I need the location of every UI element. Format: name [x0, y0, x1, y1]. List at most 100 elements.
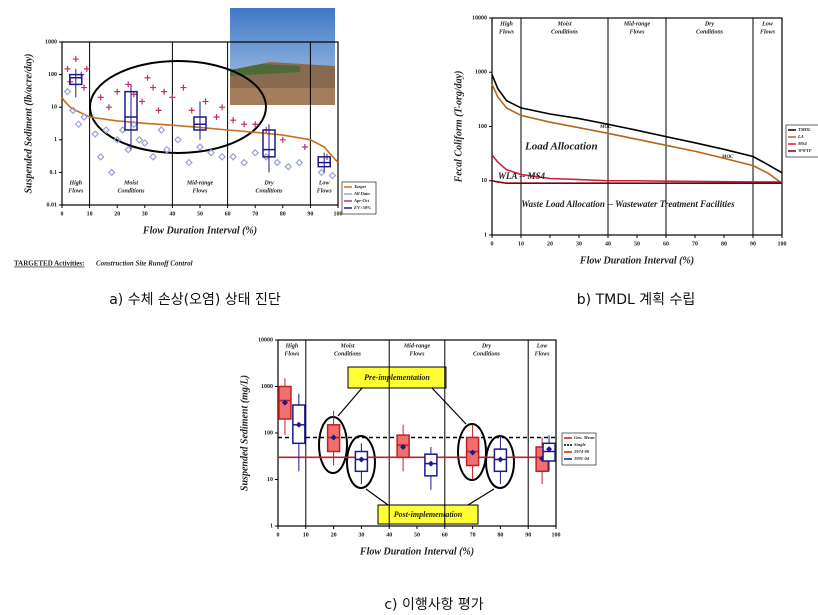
x-tick-label: 70	[692, 241, 698, 247]
x-tick-label: 60	[663, 241, 669, 247]
caption: b) TMDL 계획 수립	[577, 292, 695, 308]
y-tick-label: 0.1	[50, 170, 58, 176]
scatter-point	[65, 89, 71, 95]
x-tick-label: 50	[634, 241, 640, 247]
caption: a) 수체 손상(오염) 상태 진단	[109, 292, 281, 308]
scatter-point	[136, 137, 142, 143]
legend-label: 1991-04	[574, 456, 590, 461]
legend-label: TMDL	[798, 127, 811, 132]
caption: c) 이행사항 평가	[384, 597, 483, 613]
x-tick-label: 10	[87, 211, 93, 217]
scatter-point	[158, 127, 164, 133]
legend-label: Single	[574, 442, 586, 447]
zone-label: Low	[761, 21, 774, 27]
x-tick-label: 90	[525, 532, 531, 538]
scatter-point	[76, 121, 82, 127]
x-tick-label: 80	[721, 241, 727, 247]
scatter-point	[230, 117, 236, 123]
x-tick-label: 60	[225, 211, 231, 217]
y-tick-label: 1	[270, 523, 273, 529]
annotation: Load Allocation	[524, 141, 598, 153]
scatter-point	[241, 160, 247, 166]
zone-label: Flows	[535, 351, 551, 357]
x-tick-label: 20	[547, 241, 553, 247]
x-tick-label: 90	[307, 211, 313, 217]
x-tick-label: 70	[252, 211, 258, 217]
annotation: MOC	[599, 125, 612, 130]
zone-label: High	[285, 343, 299, 349]
x-tick-label: 20	[331, 532, 337, 538]
scatter-point	[84, 66, 90, 72]
x-tick-label: 10	[303, 532, 309, 538]
y-tick-label: 1	[54, 137, 57, 143]
legend-label: 1974-90	[574, 449, 590, 454]
y-tick-label: 1	[484, 232, 487, 238]
scatter-point	[186, 160, 192, 166]
scatter-point	[285, 164, 291, 170]
scatter-point	[139, 98, 145, 104]
scatter-point	[302, 144, 308, 150]
x-tick-label: 0	[61, 211, 64, 217]
scatter-point	[197, 144, 203, 150]
scatter-point	[150, 85, 156, 91]
x-tick-label: 40	[605, 241, 611, 247]
scatter-point	[125, 147, 131, 153]
zone-label: Flows	[499, 29, 515, 35]
x-tick-label: 50	[414, 532, 420, 538]
y-tick-label: 10000	[258, 337, 273, 343]
scatter-point	[109, 169, 115, 175]
y-tick-label: 0.01	[47, 202, 58, 208]
scatter-point	[81, 85, 87, 91]
y-tick-label: 100	[478, 124, 487, 130]
scatter-point	[214, 114, 220, 120]
x-tick-label: 80	[280, 211, 286, 217]
photo	[230, 8, 335, 105]
y-tick-label: 1000	[261, 384, 273, 390]
zone-label: Dry	[481, 343, 492, 349]
scatter-point	[156, 107, 162, 113]
scatter-point	[175, 137, 181, 143]
series-line	[492, 75, 782, 173]
annotation: Pre-implementation	[364, 373, 430, 382]
x-tick-label: 40	[386, 532, 392, 538]
scatter-point	[274, 160, 280, 166]
scatter-point	[161, 89, 167, 95]
scatter-point	[92, 131, 98, 137]
zone-label: Dry	[263, 180, 274, 186]
annotation: WLA -- MS4	[498, 171, 546, 181]
zone-label: Flows	[284, 351, 300, 357]
scatter-point	[219, 104, 225, 110]
scatter-point	[114, 89, 120, 95]
series-line	[492, 84, 782, 183]
x-tick-label: 0	[491, 241, 494, 247]
scatter-point	[150, 154, 156, 160]
annotation: MOC	[721, 155, 734, 160]
x-tick-label: 30	[142, 211, 148, 217]
annotation: Waste Load Allocation -- Wastewater Trea…	[521, 199, 735, 209]
zone-label: Flows	[629, 29, 645, 35]
y-tick-label: 100	[264, 430, 273, 436]
zone-label: Conditions	[473, 351, 501, 357]
zone-label: Moist	[123, 180, 138, 186]
y-axis-title: Suspended Sediment (mg/L)	[239, 375, 250, 491]
zone-label: Flows	[409, 351, 425, 357]
zone-label: Moist	[556, 21, 571, 27]
scatter-point	[189, 107, 195, 113]
zone-label: Dry	[704, 21, 715, 27]
x-tick-label: 100	[334, 211, 343, 217]
x-axis-title: Flow Duration Interval (%)	[579, 255, 694, 266]
y-tick-label: 10	[51, 105, 57, 111]
scatter-point	[142, 140, 148, 146]
y-tick-label: 100	[48, 72, 57, 78]
scatter-point	[252, 150, 258, 156]
scatter-point	[106, 104, 112, 110]
scatter-point	[230, 154, 236, 160]
zone-label: Moist	[339, 343, 354, 349]
legend-label: WWTF	[798, 148, 812, 153]
x-tick-label: 90	[750, 241, 756, 247]
y-tick-label: 1000	[475, 70, 487, 76]
footnote-label: TARGETED Activities:	[14, 260, 84, 268]
zone-label: Low	[318, 180, 331, 186]
scatter-point	[180, 85, 186, 91]
legend-label: EV>50%	[353, 205, 371, 210]
